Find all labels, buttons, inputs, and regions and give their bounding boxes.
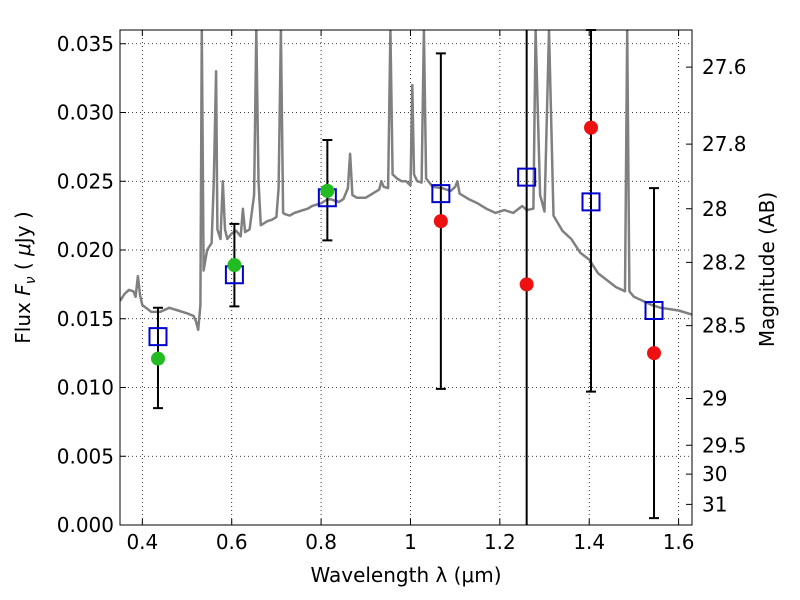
x-axis-label: Wavelength λ (μm) xyxy=(310,563,501,587)
y2-tick-label: 31 xyxy=(702,492,727,516)
y2-tick-label: 30 xyxy=(702,462,727,486)
y-tick-label: 0.020 xyxy=(57,238,114,262)
y-axis-label-unit-mu: μ xyxy=(11,243,35,257)
y-axis-label: Flux Fν ( μJy ) xyxy=(11,211,39,343)
y2-tick-label: 29 xyxy=(702,387,727,411)
y2-tick-label: 29.5 xyxy=(702,433,747,457)
model-spectrum xyxy=(120,30,692,332)
circle-marker xyxy=(647,346,662,361)
y-tick-label: 0.035 xyxy=(57,32,114,56)
tick-labels: 0.4 0.6 0.8 1 1.2 1.4 1.6 0.000 0.005 0.010 0.015 0… xyxy=(57,32,747,554)
y2-tick-label: 27.6 xyxy=(702,55,747,79)
error-bars xyxy=(152,29,660,525)
square-marker xyxy=(431,184,451,204)
y2-tick-label: 28.5 xyxy=(702,314,747,338)
y-axis-label-unit-open: ( xyxy=(11,256,35,277)
y-tick-label: 0.015 xyxy=(57,307,114,331)
circle-marker xyxy=(150,351,165,366)
spectrum-line xyxy=(120,30,692,332)
x-tick-label: 1.4 xyxy=(573,530,605,554)
y-tick-label: 0.005 xyxy=(57,444,114,468)
y2-tick-label: 28.2 xyxy=(702,250,747,274)
circle-marker xyxy=(433,214,448,229)
x-tick-label: 0.8 xyxy=(305,530,337,554)
y-tick-label: 0.000 xyxy=(57,513,114,537)
y-axis-label-subscript: ν xyxy=(23,276,39,284)
right-axis-label: Magnitude (AB) xyxy=(755,192,779,347)
square-marker xyxy=(517,167,537,187)
grid-lines xyxy=(120,30,692,526)
x-tick-label: 1.6 xyxy=(663,530,695,554)
square-marker xyxy=(581,192,601,212)
circle-marker xyxy=(519,277,534,292)
y-tick-label: 0.030 xyxy=(57,101,114,125)
axis-ticks xyxy=(120,30,692,526)
circle-marker xyxy=(320,183,335,198)
x-tick-label: 1.2 xyxy=(484,530,516,554)
x-tick-label: 0.4 xyxy=(126,530,158,554)
x-tick-label: 1 xyxy=(404,530,417,554)
y-axis-label-symbol: F xyxy=(11,284,35,296)
y-axis-label-unit-rest: Jy ) xyxy=(11,211,35,245)
x-tick-label: 0.6 xyxy=(216,530,248,554)
y-axis-label-prefix: Flux xyxy=(11,296,35,344)
y2-tick-label: 28 xyxy=(702,197,727,221)
y2-tick-label: 27.8 xyxy=(702,132,747,156)
circle-marker xyxy=(584,120,599,135)
y-tick-label: 0.025 xyxy=(57,169,114,193)
y-tick-label: 0.010 xyxy=(57,376,114,400)
square-marker xyxy=(644,301,664,320)
circle-marker xyxy=(227,258,242,273)
square-marker xyxy=(148,327,168,347)
data-markers xyxy=(148,120,664,366)
plot-frame xyxy=(119,29,693,526)
